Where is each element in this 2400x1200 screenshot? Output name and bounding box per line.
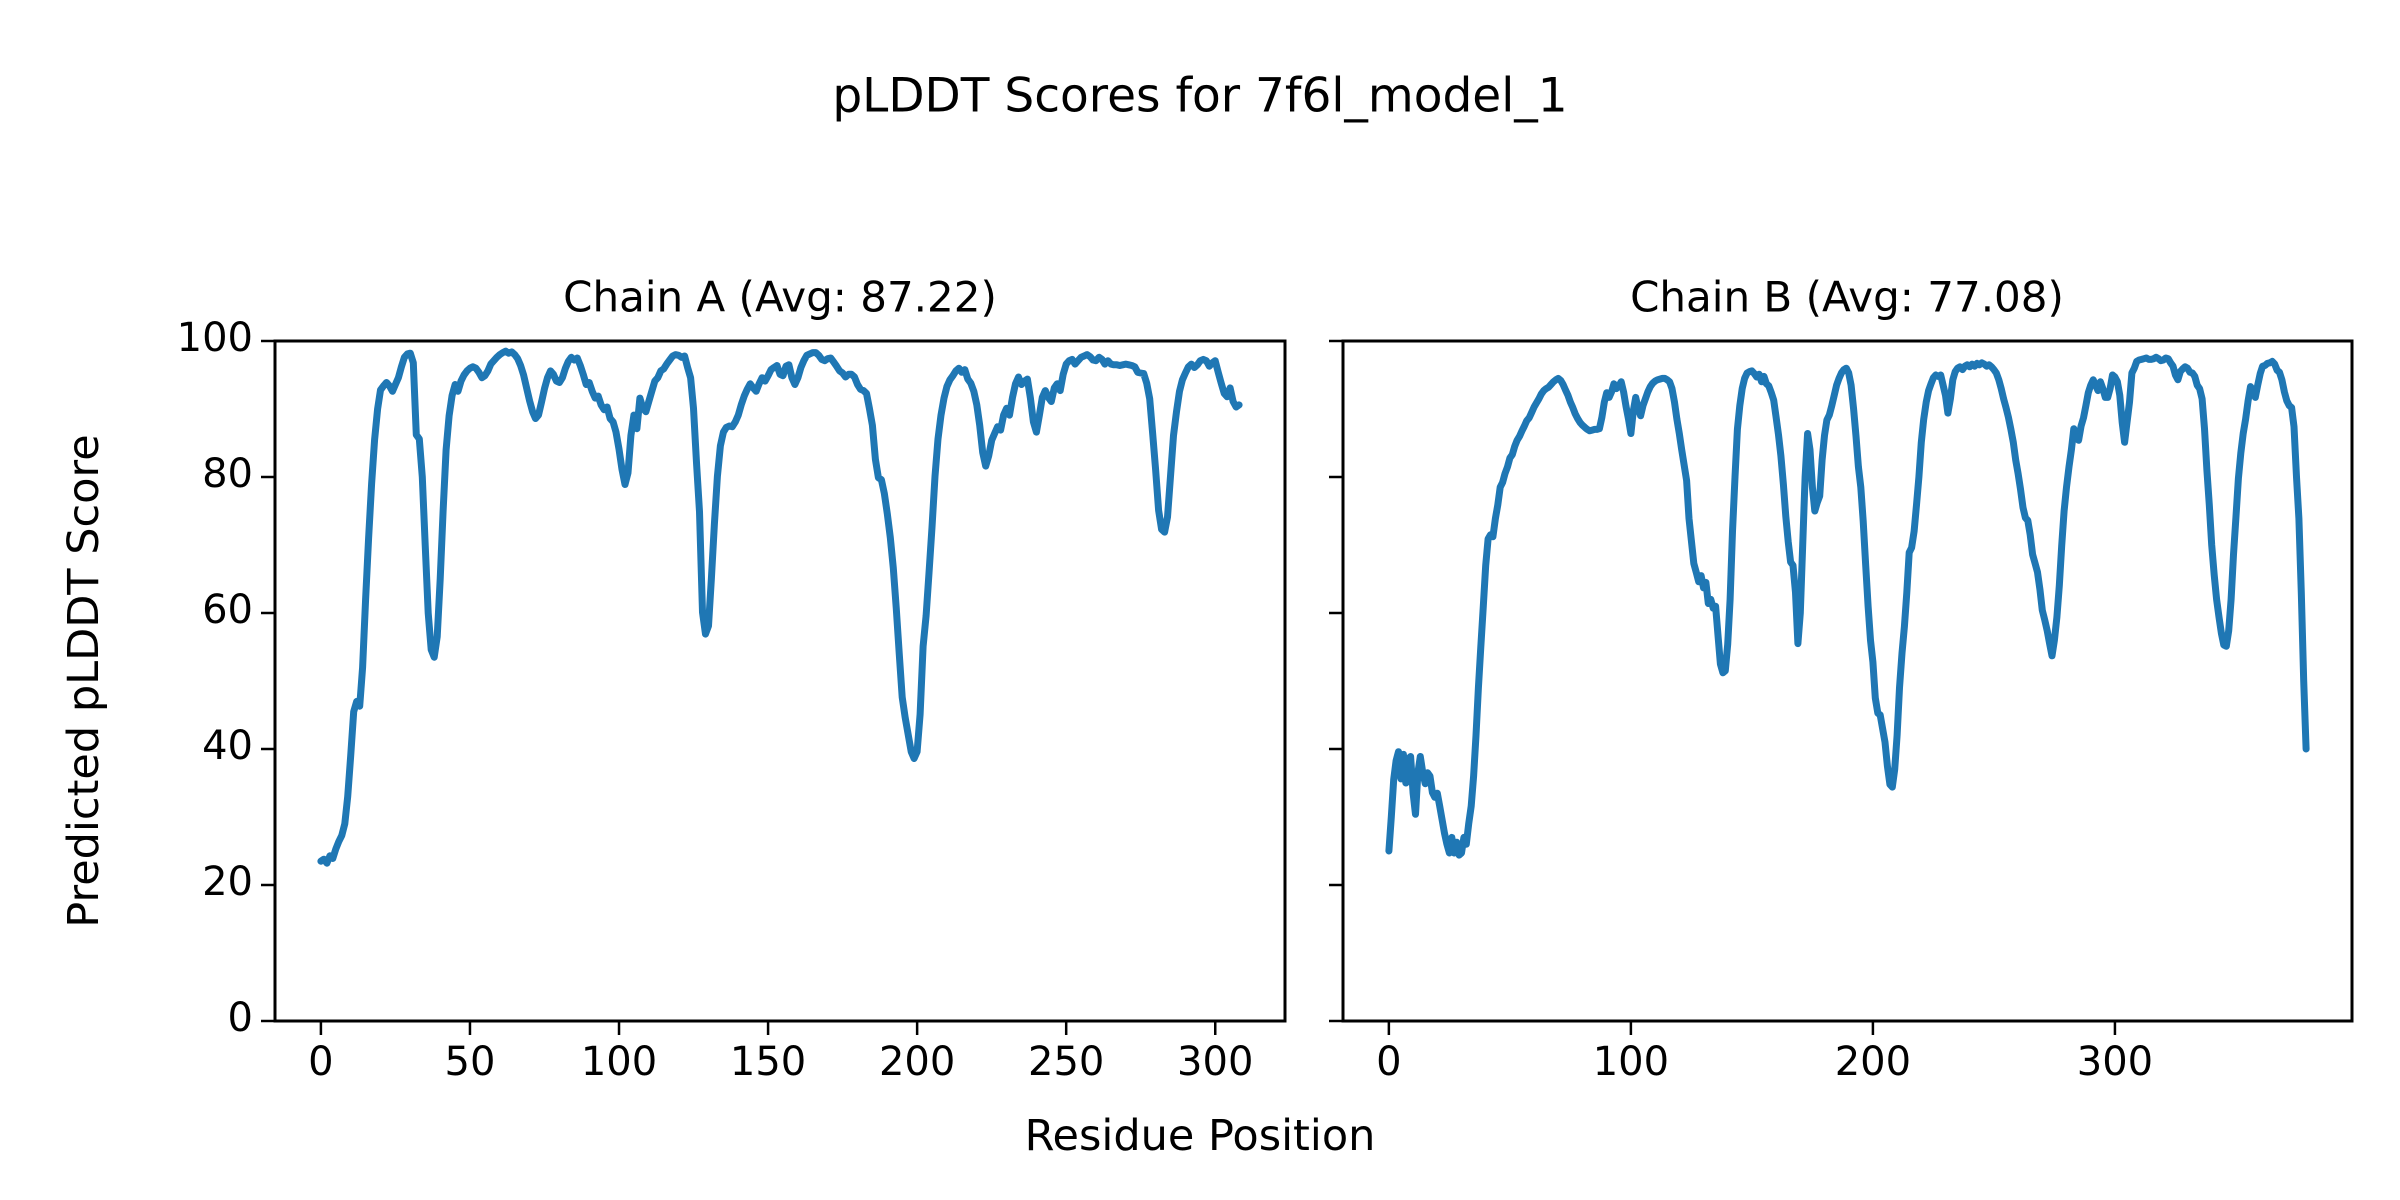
chain-a-x-tick-label: 0	[308, 1039, 334, 1085]
chain-a-axes-frame	[273, 339, 1287, 1023]
chain-a-y-tick-label: 60	[202, 587, 253, 633]
x-axis-label: Residue Position	[1024, 1111, 1376, 1161]
chain-a-y-tick-label: 100	[176, 315, 253, 361]
chain-a-y-tick-label: 80	[202, 451, 253, 497]
chain-a-x-tick-label: 300	[1177, 1039, 1254, 1085]
chain-a-x-tick-label: 250	[1027, 1039, 1105, 1085]
chain-a-subplot-title: Chain A (Avg: 87.22)	[563, 272, 997, 322]
chain-a-y-tick-label: 40	[202, 723, 253, 769]
chain-b-x-tick-label: 100	[1592, 1039, 1670, 1085]
chain-b-plddt-line	[1385, 353, 2310, 859]
chain-b-x-tick-label: 300	[2076, 1039, 2154, 1085]
chain-a-y-tick-label: 0	[227, 995, 253, 1041]
chain-b-x-tick-label: 0	[1376, 1039, 1402, 1085]
chain-b-x-tick-label: 200	[1834, 1039, 1912, 1085]
chain-a-x-tick-label: 150	[729, 1039, 807, 1085]
chain-a-plddt-line	[317, 347, 1243, 867]
chain-a-x-tick-label: 200	[878, 1039, 956, 1085]
chain-b-subplot-title: Chain B (Avg: 77.08)	[1630, 272, 2064, 322]
chain-b-axes-frame	[1341, 339, 2354, 1023]
chain-a-x-tick-label: 100	[580, 1039, 658, 1085]
chain-a-x-tick-label: 50	[444, 1039, 496, 1085]
figure-title: pLDDT Scores for 7f6l_model_1	[832, 68, 1568, 124]
chain-a-y-tick-label: 20	[202, 859, 253, 905]
